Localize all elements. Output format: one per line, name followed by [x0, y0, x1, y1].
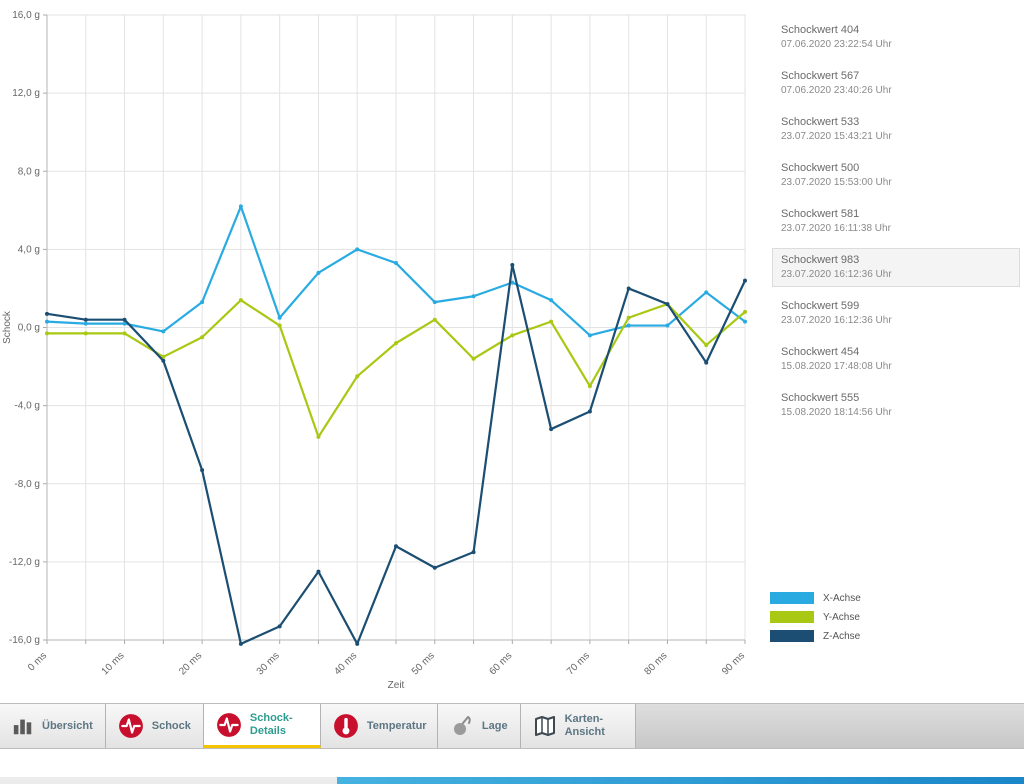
y-tick-label: -12,0 g — [9, 557, 40, 568]
shock-item-timestamp: 23.07.2020 16:11:38 Uhr — [781, 223, 891, 234]
tab-bar: Übersicht Schock Schock-Details Temperatur L… — [0, 703, 1024, 749]
legend-label: Y-Achse — [823, 611, 860, 623]
x-tick-label: 50 ms — [410, 650, 437, 677]
y-tick-label: 4,0 g — [18, 244, 40, 255]
shock-event-list: Schockwert 404 07.06.2020 23:22:54 Uhr Sch… — [772, 18, 1020, 432]
y-tick-label: -4,0 g — [14, 401, 40, 412]
tab-karten-ansicht[interactable]: Karten-Ansicht — [520, 704, 636, 748]
x-tick-label: 90 ms — [720, 650, 747, 677]
x-tick-label: 80 ms — [643, 650, 670, 677]
bar-chart-icon — [12, 715, 34, 737]
shock-list-item[interactable]: Schockwert 983 23.07.2020 16:12:36 Uhr — [772, 248, 1020, 287]
legend-swatch — [770, 592, 814, 604]
shock-item-value: Schockwert 533 — [781, 116, 860, 128]
legend-item: X-Achse — [770, 592, 861, 604]
shock-item-timestamp: 15.08.2020 17:48:08 Uhr — [781, 361, 892, 372]
shock-item-value: Schockwert 500 — [781, 162, 860, 174]
shock-list-item[interactable]: Schockwert 581 23.07.2020 16:11:38 Uhr — [772, 202, 1020, 241]
y-axis-label: Schock — [2, 310, 13, 344]
shock-icon — [118, 713, 144, 739]
shock-chart-panel: 16,0 g 12,0 g 8,0 g 4,0 g 0,0 g -4,0 g -8,0 g -… — [2, 10, 747, 691]
tab-schock-details[interactable]: Schock-Details — [203, 704, 321, 748]
shock-item-value: Schockwert 983 — [781, 254, 860, 266]
shock-item-timestamp: 23.07.2020 16:12:36 Uhr — [781, 269, 892, 280]
thermometer-icon — [333, 713, 359, 739]
x-tick-label: 70 ms — [565, 650, 592, 677]
tab-label: Übersicht — [42, 719, 93, 732]
x-tick-label: 60 ms — [487, 650, 514, 677]
tab-label: Schock-Details — [249, 711, 293, 737]
shock-item-timestamp: 07.06.2020 23:40:26 Uhr — [781, 85, 892, 96]
legend-swatch — [770, 611, 814, 623]
x-tick-label: 30 ms — [255, 650, 282, 677]
map-icon — [533, 714, 557, 738]
tab-lage[interactable]: Lage — [437, 704, 521, 748]
legend-item: Z-Achse — [770, 630, 861, 642]
legend-label: Z-Achse — [823, 630, 861, 642]
y-tick-label: -8,0 g — [14, 479, 40, 490]
shock-item-value: Schockwert 599 — [781, 300, 860, 312]
shock-item-value: Schockwert 454 — [781, 346, 860, 358]
tab-label: Temperatur — [366, 719, 427, 732]
shock-list-item[interactable]: Schockwert 404 07.06.2020 23:22:54 Uhr — [772, 18, 1020, 57]
footer-blue-bar — [337, 777, 1024, 784]
legend-item: Y-Achse — [770, 611, 861, 623]
shock-item-value: Schockwert 555 — [781, 392, 860, 404]
footer-gray-segment — [0, 777, 337, 784]
tab-übersicht[interactable]: Übersicht — [0, 704, 106, 748]
tab-label: Schock — [151, 719, 191, 732]
shock-item-timestamp: 07.06.2020 23:22:54 Uhr — [781, 39, 892, 50]
shock-list-item[interactable]: Schockwert 500 23.07.2020 15:53:00 Uhr — [772, 156, 1020, 195]
shock-list-item[interactable]: Schockwert 454 15.08.2020 17:48:08 Uhr — [772, 340, 1020, 379]
x-tick-label: 20 ms — [177, 650, 204, 677]
shock-list-item[interactable]: Schockwert 599 23.07.2020 16:12:36 Uhr — [772, 294, 1020, 333]
shock-list-item[interactable]: Schockwert 555 15.08.2020 18:14:56 Uhr — [772, 386, 1020, 425]
chart-legend: X-Achse Y-Achse Z-Achse — [770, 592, 861, 649]
x-tick-label: 40 ms — [332, 650, 359, 677]
y-tick-label: 16,0 g — [12, 10, 40, 21]
x-tick-label: 0 ms — [26, 650, 49, 673]
x-tick-label: 10 ms — [100, 650, 127, 677]
footer-bar — [0, 777, 1024, 784]
shock-item-timestamp: 23.07.2020 16:12:36 Uhr — [781, 315, 892, 326]
y-tick-label: 0,0 g — [18, 323, 40, 334]
shock-list-item[interactable]: Schockwert 567 07.06.2020 23:40:26 Uhr — [772, 64, 1020, 103]
tab-schock[interactable]: Schock — [105, 704, 204, 748]
shock-item-value: Schockwert 567 — [781, 70, 860, 82]
shock-item-timestamp: 23.07.2020 15:43:21 Uhr — [781, 131, 892, 142]
tab-temperatur[interactable]: Temperatur — [320, 704, 438, 748]
orientation-icon — [450, 714, 474, 738]
shock-item-value: Schockwert 581 — [781, 208, 860, 220]
shock-item-timestamp: 15.08.2020 18:14:56 Uhr — [781, 407, 892, 418]
legend-label: X-Achse — [823, 592, 861, 604]
footer-spacer — [0, 750, 1024, 777]
shock-icon — [216, 712, 242, 738]
shock-item-value: Schockwert 404 — [781, 24, 860, 36]
x-axis-label: Zeit — [388, 680, 405, 691]
y-tick-label: 8,0 g — [18, 166, 40, 177]
shock-list-item[interactable]: Schockwert 533 23.07.2020 15:43:21 Uhr — [772, 110, 1020, 149]
y-tick-label: -16,0 g — [9, 635, 40, 646]
y-tick-label: 12,0 g — [12, 88, 40, 99]
tab-label: Karten-Ansicht — [564, 713, 605, 738]
tab-label: Lage — [481, 719, 508, 732]
legend-swatch — [770, 630, 814, 642]
shock-chart: 16,0 g 12,0 g 8,0 g 4,0 g 0,0 g -4,0 g -8,0 g -… — [2, 10, 747, 691]
shock-item-timestamp: 23.07.2020 15:53:00 Uhr — [781, 177, 892, 188]
